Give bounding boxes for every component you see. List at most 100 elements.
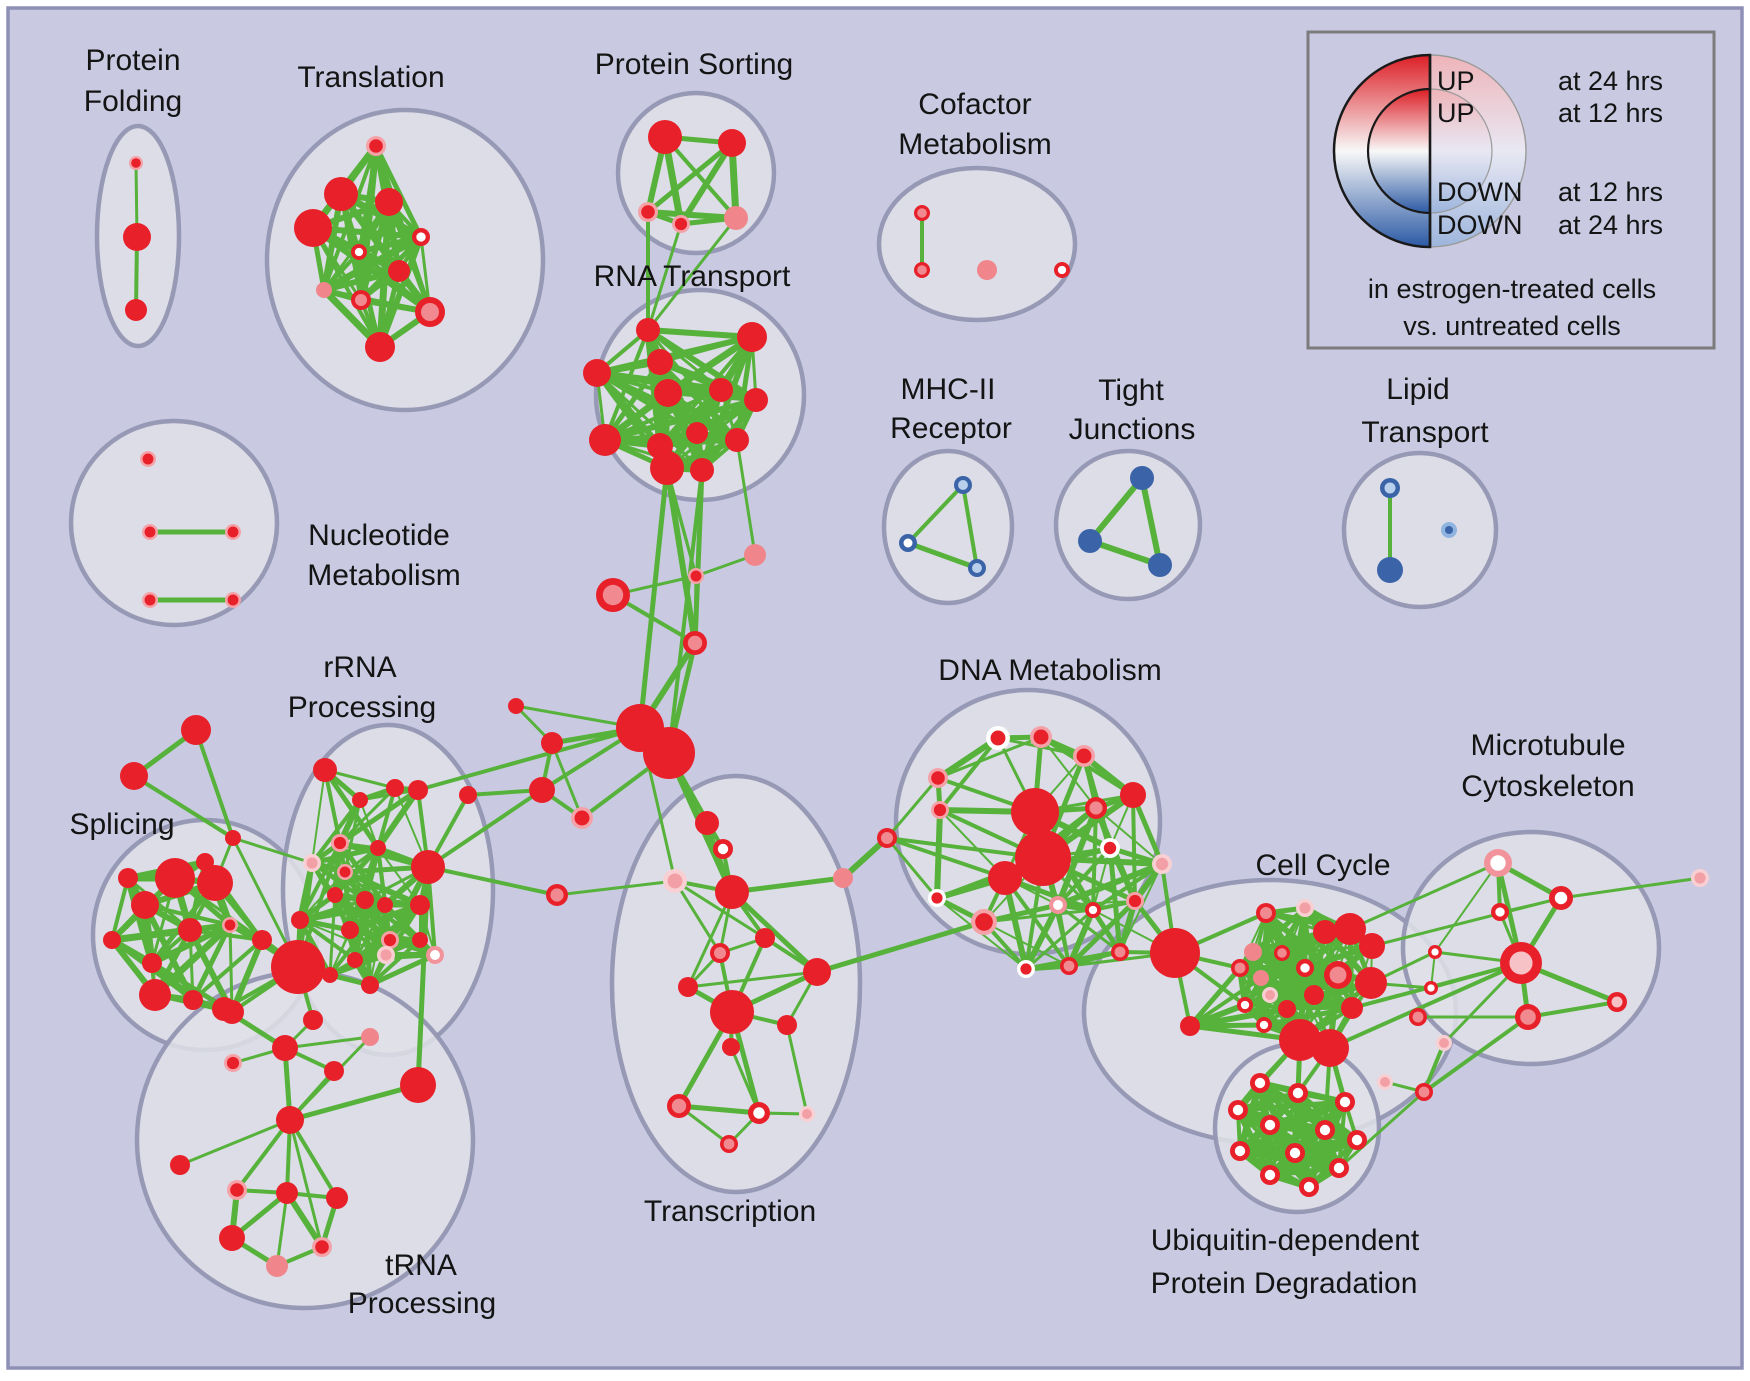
label-rna-transport-line1: RNA Transport (594, 260, 791, 293)
network-edge (288, 1118, 324, 1249)
legend-direction-1: UP (1437, 66, 1475, 96)
network-node (1427, 984, 1435, 992)
network-node (1289, 1147, 1301, 1159)
network-edge (1095, 807, 1163, 865)
label-microtubule-cytoskeleton-line2: Cytoskeleton (1461, 770, 1634, 803)
label-translation-line1: Translation (297, 61, 444, 94)
network-node (1265, 990, 1275, 1000)
network-node (648, 120, 682, 154)
network-edge (905, 540, 980, 571)
network-edge (1056, 846, 1112, 907)
network-edge (368, 938, 422, 987)
network-node (1057, 265, 1067, 275)
network-node (123, 223, 151, 251)
network-node (224, 919, 236, 931)
network-node (347, 952, 363, 968)
network-node (975, 913, 993, 931)
cluster-ellipse-tight (1053, 448, 1203, 602)
label-trna-processing-line1: tRNA (385, 1249, 457, 1282)
network-edge (645, 327, 759, 403)
network-node (327, 887, 343, 903)
label-tight-junctions-line1: Tight (1098, 374, 1164, 407)
network-edge (1526, 1000, 1619, 1019)
network-node (1240, 1000, 1250, 1010)
label-trna-processing-line2: Processing (348, 1287, 496, 1320)
network-node (386, 779, 404, 797)
network-node (550, 888, 564, 902)
network-node (1418, 1086, 1430, 1098)
network-node (1244, 943, 1262, 961)
network-node (881, 832, 893, 844)
network-node (315, 1240, 329, 1254)
network-node (333, 836, 347, 850)
network-node (380, 949, 392, 961)
network-node (294, 209, 332, 247)
label-rrna-processing-line2: Processing (288, 691, 436, 724)
network-node (1234, 1145, 1246, 1157)
network-node (1264, 1169, 1276, 1181)
network-node (388, 260, 410, 282)
network-node (714, 947, 726, 959)
network-edge (602, 397, 759, 443)
network-node (324, 177, 358, 211)
label-ubiquitin-degradation-line2: Protein Degradation (1151, 1267, 1418, 1300)
network-edge (663, 135, 738, 220)
network-node (671, 1098, 687, 1114)
network-node (1333, 1162, 1345, 1174)
network-edge (149, 922, 233, 966)
network-node (383, 933, 397, 947)
network-node (400, 1067, 436, 1103)
network-edge (178, 1118, 292, 1167)
network-node (1254, 1077, 1266, 1089)
network-edge (646, 216, 738, 332)
network-node (313, 758, 337, 782)
network-node (120, 762, 148, 790)
label-protein-folding-line2: Folding (84, 85, 182, 118)
label-splicing-line1: Splicing (69, 808, 174, 841)
network-edge (1066, 907, 1096, 969)
network-node (416, 232, 426, 242)
network-edge (231, 836, 314, 865)
network-node (643, 727, 695, 779)
legend-direction-3: DOWN (1437, 177, 1522, 207)
network-node (365, 332, 395, 362)
network-node (931, 771, 945, 785)
network-edge (375, 787, 421, 851)
network-edge (426, 788, 544, 869)
network-edge (1055, 861, 1165, 908)
network-edge (1348, 861, 1500, 931)
network-edge (328, 903, 387, 977)
legend-direction-2: UP (1437, 98, 1475, 128)
network-node (131, 891, 159, 919)
network-node (375, 188, 403, 216)
network-node (324, 1061, 344, 1081)
network-edge (1237, 965, 1290, 1012)
network-edge (555, 879, 677, 897)
network-edge (287, 1082, 421, 1123)
network-node (1520, 1009, 1536, 1025)
network-node (744, 388, 768, 412)
network-node (1264, 1119, 1276, 1131)
network-node (125, 299, 147, 321)
network-node (690, 458, 714, 482)
network-edge (1066, 898, 1138, 969)
network-edge (342, 869, 423, 908)
network-edge (667, 468, 704, 755)
network-node (1033, 729, 1049, 745)
network-edge (885, 776, 940, 840)
network-node (356, 891, 374, 909)
network-node (361, 1028, 379, 1046)
legend-inner-right (1429, 88, 1493, 214)
network-node (753, 1107, 765, 1119)
network-node (326, 1187, 348, 1209)
network-node (1063, 960, 1075, 972)
network-node (508, 698, 524, 714)
network-node (686, 422, 708, 444)
network-node (777, 1015, 797, 1035)
network-node (687, 635, 703, 651)
network-node (1259, 1020, 1269, 1030)
network-edge (938, 736, 1000, 812)
network-node (722, 1038, 740, 1056)
network-node (1148, 553, 1172, 577)
